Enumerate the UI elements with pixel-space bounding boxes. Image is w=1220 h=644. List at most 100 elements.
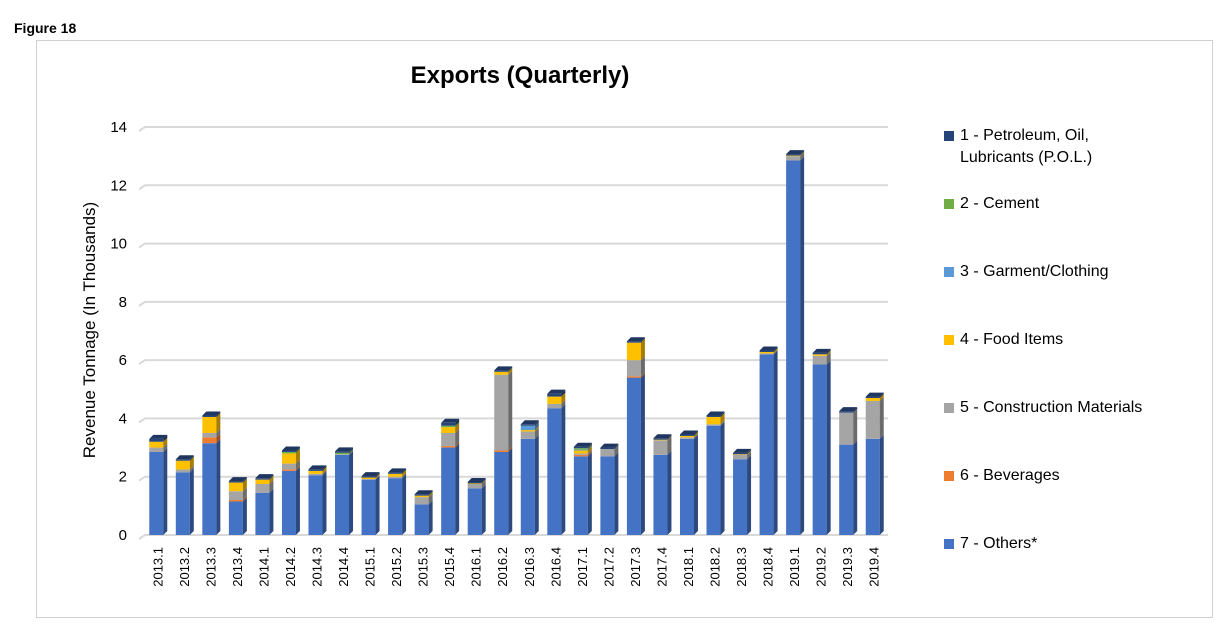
bar-segment-side [587, 444, 592, 450]
bar-segment-side [826, 360, 831, 535]
bar-segment [839, 411, 854, 413]
bar-segment [414, 504, 429, 535]
bar-segment-side [322, 471, 327, 535]
bar-segment-side [614, 452, 619, 535]
bar-segment-side [587, 450, 592, 457]
bar-segment [653, 438, 668, 440]
bar-segment [865, 400, 880, 439]
bar-segment [786, 154, 801, 156]
bar-segment-side [534, 421, 539, 431]
y-tick-label: 2 [119, 469, 127, 486]
bar-segment-side [534, 426, 539, 432]
bar-segment-side [375, 473, 380, 480]
bar-segment [441, 447, 456, 535]
bar-segment [573, 449, 588, 451]
bar-top [547, 389, 566, 394]
bar-segment [228, 481, 243, 483]
bar-segment [812, 364, 827, 535]
bar-segment [812, 352, 827, 355]
bar-segment [175, 472, 190, 535]
bar-segment-side [295, 446, 300, 452]
bar-segment-side [375, 472, 380, 478]
bar-segment [361, 479, 376, 535]
bar-segment-side [667, 436, 672, 455]
bar-segment [839, 444, 854, 535]
bar-segment-side [773, 350, 778, 535]
x-tick-label: 2014.1 [256, 547, 271, 587]
bar-segment [759, 353, 774, 355]
bar-segment-side [322, 466, 327, 474]
bar-top [839, 407, 858, 412]
bar-segment-side [428, 491, 433, 498]
bar-segment [706, 416, 721, 425]
bar-segment-side [640, 373, 645, 535]
bar-segment-side [800, 150, 805, 156]
legend-swatch [944, 539, 954, 549]
bar-segment [626, 360, 641, 377]
gridline [138, 184, 888, 191]
bar-segment [786, 160, 801, 535]
bar-segment [228, 501, 243, 535]
bar-top [679, 430, 698, 435]
bar-segment [281, 470, 296, 535]
x-tick-label: 2015.3 [416, 547, 431, 587]
bar-segment-side [747, 448, 752, 455]
bar-segment-side [455, 429, 460, 447]
bar-top [653, 434, 672, 439]
bar-segment [812, 354, 827, 356]
x-tick-label: 2019.1 [787, 547, 802, 587]
bar-segment [839, 412, 854, 445]
bar-top [706, 411, 725, 416]
bar-segment [600, 449, 615, 457]
bar-segment [759, 351, 774, 354]
bar-top [573, 442, 592, 447]
bar-segment-side [800, 152, 805, 161]
bar-segment-side [747, 450, 752, 455]
bar-top [255, 474, 274, 479]
bar-segment-side [269, 475, 274, 484]
bar-segment [706, 425, 721, 535]
bar-segment-side [667, 434, 672, 440]
x-tick-label: 2019.3 [840, 547, 855, 587]
y-tick-label: 14 [110, 119, 127, 136]
y-tick-label: 0 [119, 527, 127, 544]
bar-segment [467, 483, 482, 484]
bar-top [175, 455, 194, 460]
bar-segment-side [295, 459, 300, 470]
x-tick-label: 2015.1 [363, 547, 378, 587]
bar-segment [441, 433, 456, 447]
legend-item: 2 - Cement [944, 193, 1039, 215]
y-tick-label: 4 [119, 410, 127, 427]
bar-segment [653, 440, 668, 455]
bar-segment [573, 456, 588, 535]
legend-swatch [944, 131, 954, 141]
bar-segment [361, 479, 376, 480]
bar-segment-side [826, 350, 831, 356]
bar-segment-side [773, 347, 778, 354]
bar-segment-side [826, 351, 831, 365]
bar-top [441, 418, 460, 423]
y-tick-label: 8 [119, 294, 127, 311]
bar-segment [786, 156, 801, 161]
x-tick-label: 2017.3 [628, 547, 643, 587]
bar-segment-side [853, 440, 858, 535]
bar-segment-side [693, 434, 698, 535]
bar-segment-side [216, 429, 221, 438]
bar-segment-side [508, 370, 513, 451]
x-tick-label: 2016.3 [522, 547, 537, 587]
bar-segment [600, 447, 615, 450]
bar-segment-side [163, 443, 168, 452]
bar-segment-side [561, 404, 566, 535]
bar-segment-side [481, 480, 486, 489]
bar-segment-side [773, 349, 778, 355]
bar-segment-side [295, 465, 300, 471]
bar-segment-side [747, 450, 752, 460]
bar-segment-side [428, 500, 433, 535]
bar-segment-side [349, 448, 354, 455]
bar-segment-side [800, 151, 805, 157]
bar-segment-side [455, 442, 460, 448]
bar-segment-side [879, 434, 884, 535]
bar-segment-side [561, 392, 566, 404]
bar-segment [335, 452, 350, 455]
bar-segment [547, 408, 562, 535]
